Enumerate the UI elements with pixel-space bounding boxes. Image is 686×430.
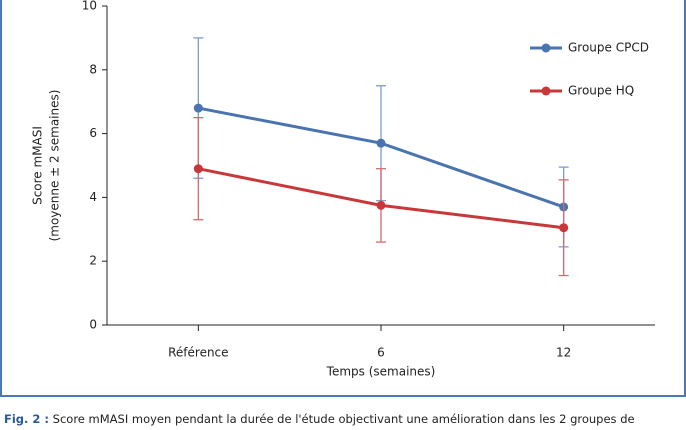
x-axis-label: Temps (semaines) [326,365,436,379]
x-tick-label: Référence [168,346,228,360]
x-tick-label: 12 [556,346,571,360]
point [193,103,203,113]
y-tick-label: 8 [89,62,97,76]
caption-text: Score mMASI moyen pendant la durée de l'… [52,412,635,426]
y-tick-label: 4 [89,190,97,204]
y-axis-label: (moyenne ± 2 semaines) [48,90,62,242]
y-axis-label: Score mMASI [31,126,45,205]
legend-label: Groupe CPCD [568,41,649,55]
point [376,200,386,210]
point [193,164,203,174]
y-tick-label: 0 [89,318,97,332]
caption-label: Fig. 2 : [4,412,50,426]
legend-marker [541,43,551,53]
frame [0,0,686,397]
legend-label: Groupe HQ [568,84,634,98]
point [376,138,386,148]
chart: 0 2 4 6 8 10 Référence 6 12 Temps (semaines) Score… [0,0,686,397]
y-tick-label: 10 [82,0,97,13]
y-tick-label: 2 [89,254,97,268]
caption: Fig. 2 : Score mMASI moyen pendant la du… [4,412,635,426]
legend-marker [541,86,551,96]
y-tick-label: 6 [89,126,97,140]
point [559,223,569,233]
x-tick-label: 6 [377,346,385,360]
